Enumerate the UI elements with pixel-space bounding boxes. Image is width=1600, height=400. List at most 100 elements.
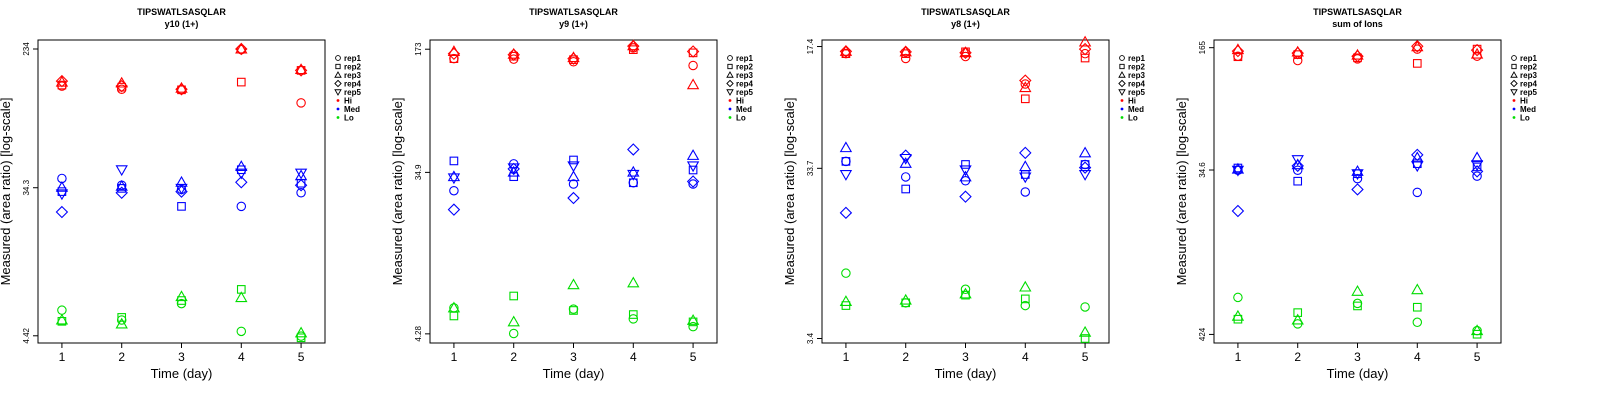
- legend-label-lo: Lo: [1520, 114, 1530, 123]
- data-point-hi-rep4: [686, 45, 700, 58]
- data-point-lo-rep3: [839, 295, 853, 306]
- data-point-med-rep2: [841, 157, 851, 166]
- x-tick-label: 3: [1354, 350, 1361, 364]
- x-tick-label: 5: [298, 350, 305, 364]
- legend-label-rep3: rep3: [344, 71, 361, 80]
- y-axis-label: Measured (area ratio) [log-scale]: [0, 98, 13, 286]
- data-point-lo-rep2: [901, 298, 911, 308]
- y-tick-label: 34.9: [414, 164, 423, 180]
- data-point-med-rep3: [1078, 146, 1092, 158]
- data-point-med-rep5: [175, 183, 188, 195]
- data-point-lo-rep2: [1080, 334, 1090, 343]
- data-point-hi-rep4: [839, 45, 853, 58]
- y-tick-label: 4.28: [414, 326, 423, 342]
- data-point-lo-rep2: [1353, 301, 1362, 311]
- legend-label-rep4: rep4: [736, 80, 753, 89]
- legend-marker-rep1: [1119, 55, 1125, 61]
- data-point-med-rep4: [447, 203, 461, 216]
- data-point-med-rep5: [959, 165, 972, 177]
- legend-marker-rep5: [726, 89, 734, 96]
- legend-dot-lo: [1120, 116, 1124, 119]
- data-point-med-rep1: [568, 179, 579, 189]
- legend-dot-lo: [336, 116, 340, 119]
- y-tick-label: 234: [22, 42, 31, 56]
- data-point-med-rep4: [899, 149, 912, 162]
- data-point-hi-rep4: [1231, 44, 1245, 58]
- data-point-med-rep3: [1019, 160, 1032, 172]
- data-point-lo-rep2: [1233, 314, 1243, 324]
- data-point-hi-rep4: [959, 46, 972, 59]
- data-point-hi-rep2: [57, 80, 67, 90]
- data-point-med-rep4: [627, 143, 640, 156]
- legend-marker-rep1: [727, 55, 733, 61]
- legend-marker-rep2: [1511, 63, 1517, 70]
- data-point-med-rep5: [115, 165, 128, 177]
- data-point-lo-rep1: [1020, 300, 1031, 311]
- data-point-med-rep2: [236, 165, 246, 175]
- data-point-lo-rep3: [1231, 309, 1245, 321]
- legend-marker-rep1: [1511, 55, 1517, 61]
- data-point-lo-rep1: [1352, 298, 1363, 309]
- legend-marker-rep1: [335, 55, 341, 61]
- legend-label-rep5: rep5: [344, 88, 361, 97]
- legend-marker-rep5: [1118, 89, 1126, 96]
- legend-label-rep3: rep3: [736, 71, 753, 80]
- data-point-med-rep5: [1078, 170, 1092, 181]
- x-tick-label: 2: [510, 350, 517, 364]
- data-point-med-rep5: [294, 168, 308, 180]
- data-point-hi-rep4: [235, 42, 248, 56]
- legend-label-med: Med: [344, 105, 360, 114]
- legend-label-rep1: rep1: [736, 54, 753, 63]
- data-point-lo-rep3: [55, 313, 69, 325]
- data-point-med-rep2: [1080, 160, 1090, 169]
- data-point-hi-rep3: [507, 47, 520, 59]
- legend-label-rep2: rep2: [344, 63, 361, 72]
- x-tick-label: 5: [1474, 350, 1481, 364]
- data-point-hi-rep3: [1291, 45, 1304, 57]
- legend-marker-rep4: [726, 79, 734, 88]
- data-point-lo-rep3: [294, 326, 308, 338]
- data-point-hi-rep4: [1291, 46, 1304, 60]
- chart-subtitle: sum of Ions: [1332, 19, 1383, 29]
- data-point-med-rep3: [1231, 162, 1245, 174]
- legend-label-hi: Hi: [344, 97, 352, 106]
- y-tick-label: 34.6: [1198, 162, 1207, 178]
- data-point-hi-rep4: [1078, 42, 1092, 56]
- legend-dot-lo: [728, 116, 732, 119]
- data-point-med-rep5: [235, 168, 248, 180]
- data-point-hi-rep2: [236, 77, 246, 87]
- data-point-lo-rep3: [1291, 313, 1304, 325]
- data-point-med-rep3: [839, 141, 853, 153]
- chart-subtitle: y8 (1+): [951, 19, 980, 29]
- legend-marker-rep2: [335, 63, 341, 70]
- data-point-hi-rep2: [688, 48, 698, 58]
- data-point-hi-rep4: [567, 52, 580, 65]
- data-point-hi-rep4: [1351, 49, 1364, 63]
- legend-label-rep1: rep1: [1128, 54, 1145, 63]
- data-point-lo-rep2: [1293, 308, 1303, 317]
- data-point-hi-rep3: [235, 42, 248, 54]
- data-point-lo-rep3: [686, 314, 700, 325]
- chart-title: TIPSWATLSASQLAR: [1313, 7, 1402, 17]
- legend-marker-rep5: [1510, 89, 1518, 96]
- data-point-hi-rep3: [567, 51, 580, 63]
- data-point-lo-rep3: [899, 293, 912, 305]
- data-point-med-rep5: [1351, 169, 1364, 181]
- data-point-lo-rep2: [509, 291, 519, 301]
- data-point-lo-rep2: [628, 310, 638, 319]
- data-point-med-rep3: [899, 157, 912, 168]
- y-tick-label: 17.4: [806, 38, 815, 54]
- legend-dot-hi: [1512, 99, 1516, 102]
- x-tick-label: 4: [238, 350, 245, 364]
- legend-label-hi: Hi: [1520, 97, 1528, 106]
- data-point-lo-rep3: [1470, 324, 1484, 336]
- data-point-med-rep5: [1019, 172, 1032, 184]
- x-tick-label: 1: [1235, 350, 1242, 364]
- legend-marker-rep4: [1118, 79, 1126, 88]
- data-point-med-rep3: [686, 149, 700, 160]
- data-point-med-rep3: [1351, 165, 1364, 176]
- legend-marker-rep3: [1510, 71, 1518, 78]
- data-point-hi-rep4: [507, 48, 520, 61]
- legend-dot-hi: [1120, 99, 1124, 102]
- data-point-med-rep3: [1470, 151, 1484, 163]
